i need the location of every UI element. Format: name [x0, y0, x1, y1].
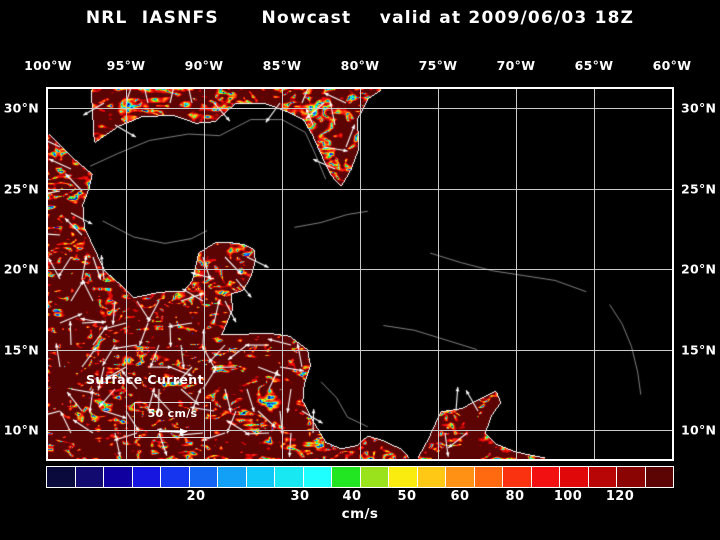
- colorbar-cell-4: [161, 467, 190, 487]
- colorbar-cell-19: [588, 467, 617, 487]
- lon-tick-65°W: 65°W: [574, 58, 614, 73]
- colorbar-cell-3: [132, 467, 161, 487]
- colorbar-unit-label: cm/s: [341, 506, 379, 522]
- lon-tick-95°W: 95°W: [106, 58, 146, 73]
- page-title: NRL IASNFS Nowcast valid at 2009/06/03 1…: [85, 8, 635, 28]
- colorbar-cell-18: [560, 467, 589, 487]
- surface-current-legend-label: Surface Current: [86, 372, 204, 387]
- lat-tick-right-30°N: 30°N: [681, 100, 717, 116]
- colorbar-cell-13: [417, 467, 446, 487]
- lon-tick-100°W: 100°W: [24, 58, 72, 73]
- lon-tick-60°W: 60°W: [652, 58, 692, 73]
- lon-tick-90°W: 90°W: [184, 58, 224, 73]
- lat-tick-right-25°N: 25°N: [681, 181, 717, 197]
- lon-tick-85°W: 85°W: [262, 58, 302, 73]
- colorbar-tick-120: 120: [605, 489, 635, 504]
- lat-tick-left-15°N: 15°N: [3, 342, 39, 358]
- colorbar-cell-14: [446, 467, 475, 487]
- vector-arrow-right-icon: [158, 428, 188, 435]
- colorbar-cell-8: [275, 467, 304, 487]
- colorbar-tick-30: 30: [290, 489, 310, 504]
- lat-tick-right-15°N: 15°N: [681, 342, 717, 358]
- map-frame[interactable]: Surface Current 50 cm/s: [46, 87, 674, 461]
- colorbar-tick-60: 60: [450, 489, 470, 504]
- lon-tick-70°W: 70°W: [496, 58, 536, 73]
- lat-tick-left-10°N: 10°N: [3, 422, 39, 438]
- lat-tick-right-20°N: 20°N: [681, 261, 717, 277]
- colorbar-cell-20: [617, 467, 646, 487]
- colorbar-cell-16: [503, 467, 532, 487]
- colorbar-cell-5: [189, 467, 218, 487]
- colorbar-cell-7: [246, 467, 275, 487]
- colorbar-cell-21: [645, 467, 673, 487]
- colorbar-tick-labels: 20 30 40 50 60 80 100 120: [0, 489, 720, 507]
- lat-tick-left-30°N: 30°N: [3, 100, 39, 116]
- colorbar-tick-20: 20: [186, 489, 206, 504]
- colorbar-tick-100: 100: [553, 489, 583, 504]
- colorbar-cell-6: [218, 467, 247, 487]
- lon-tick-75°W: 75°W: [418, 58, 458, 73]
- scale-vector-label: 50 cm/s: [147, 407, 198, 420]
- colorbar-cell-17: [531, 467, 560, 487]
- colorbar-tick-50: 50: [397, 489, 417, 504]
- lat-tick-left-25°N: 25°N: [3, 181, 39, 197]
- colorbar-cell-9: [303, 467, 332, 487]
- colorbar[interactable]: [46, 466, 674, 488]
- colorbar-tick-40: 40: [342, 489, 362, 504]
- colorbar-cell-1: [75, 467, 104, 487]
- colorbar-cell-11: [360, 467, 389, 487]
- colorbar-cell-10: [332, 467, 361, 487]
- colorbar-cell-15: [474, 467, 503, 487]
- colorbar-tick-80: 80: [505, 489, 525, 504]
- lat-tick-left-20°N: 20°N: [3, 261, 39, 277]
- lat-tick-right-10°N: 10°N: [681, 422, 717, 438]
- longitude-axis-top: 100°W 95°W 90°W 85°W 80°W 75°W 70°W 65°W 60°W: [0, 58, 720, 76]
- colorbar-cell-12: [389, 467, 418, 487]
- colorbar-cell-2: [104, 467, 133, 487]
- scale-vector-box: 50 cm/s: [134, 402, 211, 438]
- lon-tick-80°W: 80°W: [340, 58, 380, 73]
- colorbar-cell-0: [47, 467, 76, 487]
